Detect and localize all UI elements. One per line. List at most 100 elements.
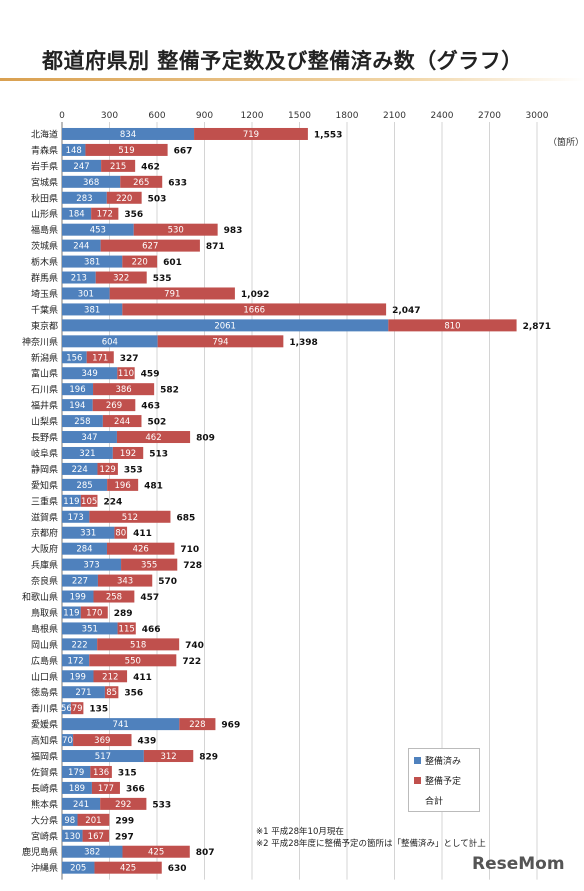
data-label-done: 172 (67, 656, 83, 666)
data-label-planned: 244 (114, 417, 130, 427)
data-label-planned: 265 (133, 178, 149, 188)
data-label-done: 2061 (214, 321, 236, 331)
bar-planned (122, 303, 387, 316)
category-label: 鹿児島県 (22, 846, 58, 858)
data-label-total: 630 (168, 864, 187, 874)
data-label-done: 189 (69, 784, 85, 794)
bar-done (62, 702, 71, 715)
bar-done (62, 191, 107, 204)
data-label-total: 327 (120, 354, 139, 364)
data-label-total: 633 (168, 178, 187, 188)
x-tick-label: 300 (101, 111, 118, 121)
legend-label-total: 合計 (425, 796, 444, 807)
bar-planned (92, 399, 136, 412)
data-label-done: 321 (79, 449, 95, 459)
data-label-planned: 228 (189, 720, 205, 730)
data-label-total: 457 (140, 593, 159, 603)
data-label-total: 533 (152, 800, 171, 810)
category-label: 福島県 (31, 224, 58, 236)
bar-done (62, 287, 110, 300)
bar-done (62, 542, 107, 555)
data-label-planned: 136 (93, 768, 109, 778)
bar-planned (109, 287, 235, 300)
bar-done (62, 797, 101, 810)
data-label-planned: 322 (113, 274, 129, 284)
data-label-done: 258 (74, 417, 90, 427)
data-label-total: 728 (183, 561, 202, 571)
category-label: 奈良県 (31, 575, 58, 587)
bar-planned (77, 813, 110, 826)
bar-done (62, 351, 87, 364)
bar-done (62, 574, 98, 587)
data-label-planned: 258 (106, 593, 122, 603)
bar-planned (122, 845, 190, 858)
legend-swatch-done (414, 756, 421, 764)
data-label-total: 466 (142, 625, 161, 635)
data-label-planned: 170 (86, 608, 102, 618)
data-label-done: 70 (62, 736, 73, 746)
bar-done (62, 431, 117, 444)
bar-done (62, 558, 122, 571)
category-label: 岡山県 (31, 640, 58, 651)
bar-planned (104, 686, 119, 699)
bar-planned (106, 542, 175, 555)
category-label: 千葉県 (31, 304, 58, 316)
data-label-done: 148 (66, 146, 82, 156)
data-label-total: 667 (174, 146, 193, 156)
bar-done (62, 462, 98, 475)
data-label-planned: 719 (243, 130, 259, 140)
category-label: 北海道 (31, 128, 58, 140)
legend-label-done: 整備済み (425, 756, 462, 767)
category-label: 岐阜県 (31, 447, 58, 459)
title-underline (0, 78, 584, 81)
data-label-total: 463 (141, 402, 160, 412)
bar-planned (100, 239, 200, 252)
category-label: 神奈川県 (22, 336, 58, 348)
data-label-done: 517 (95, 752, 111, 762)
category-label: 新潟県 (31, 352, 58, 364)
data-label-total: 807 (196, 848, 215, 858)
data-label-planned: 269 (106, 401, 122, 411)
data-label-planned: 530 (168, 226, 184, 236)
data-label-done: 130 (64, 832, 80, 842)
x-tick-label: 2700 (478, 111, 501, 121)
data-label-done: 247 (73, 162, 89, 172)
data-label-total: 503 (148, 194, 167, 204)
bar-done (62, 335, 158, 348)
category-label: 宮崎県 (31, 830, 58, 842)
data-label-planned: 177 (98, 784, 114, 794)
data-label-planned: 810 (444, 321, 460, 331)
data-label-done: 285 (76, 481, 92, 491)
bar-done (62, 765, 91, 778)
category-label: 長崎県 (31, 782, 58, 794)
data-label-total: 462 (141, 162, 160, 172)
bar-planned (102, 415, 142, 428)
bar-done (62, 734, 74, 747)
bar-done (62, 622, 118, 635)
bar-done (62, 478, 108, 491)
category-label: 京都府 (31, 527, 58, 539)
bar-planned (388, 319, 517, 332)
data-label-total: 513 (149, 449, 168, 459)
category-label: 愛媛県 (31, 719, 58, 731)
x-tick-label: 2400 (431, 111, 454, 121)
data-label-planned: 462 (145, 433, 161, 443)
data-label-total: 224 (103, 497, 122, 507)
data-label-planned: 220 (116, 194, 132, 204)
data-label-done: 119 (63, 608, 79, 618)
x-tick-label: 900 (196, 111, 213, 121)
bar-planned (70, 702, 84, 715)
data-label-done: 179 (68, 768, 84, 778)
bar-done (62, 654, 90, 667)
data-label-done: 347 (81, 433, 97, 443)
category-label: 広島県 (31, 655, 58, 667)
data-label-total: 969 (221, 721, 240, 731)
data-label-planned: 386 (115, 385, 131, 395)
data-label-total: 459 (141, 370, 160, 380)
data-label-total: 1,553 (314, 130, 342, 140)
bar-done (62, 590, 94, 603)
bar-planned (122, 255, 158, 268)
data-label-done: 56 (61, 704, 72, 714)
x-tick-label: 0 (59, 111, 65, 121)
category-label: 青森県 (31, 144, 58, 156)
